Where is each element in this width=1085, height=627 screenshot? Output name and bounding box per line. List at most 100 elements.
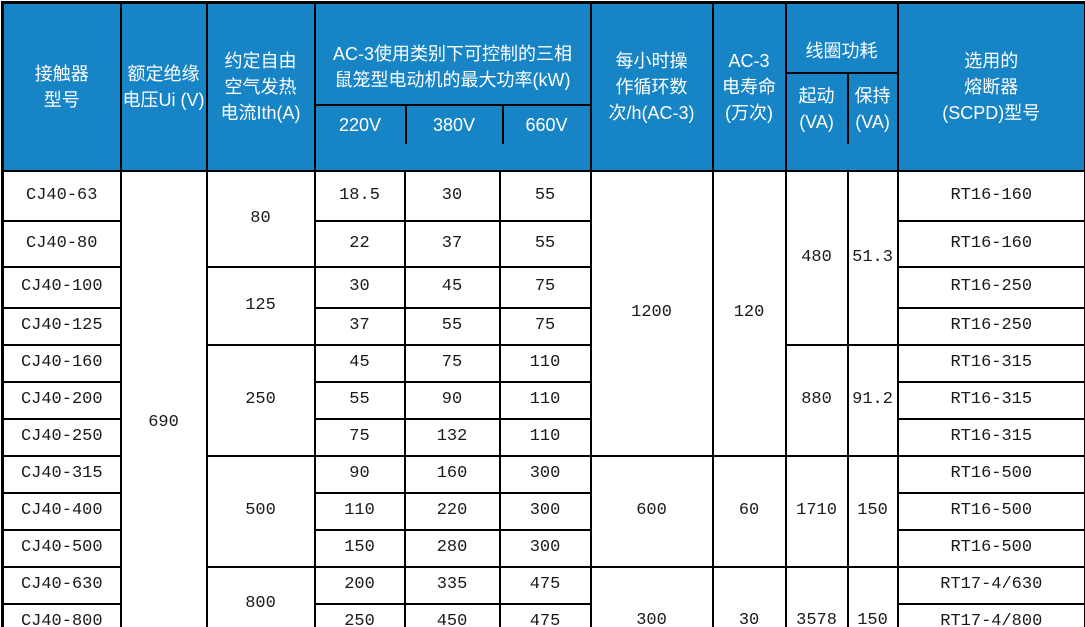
ith-cell: 800	[205, 566, 316, 627]
kw380-cell: 280	[403, 529, 501, 569]
table-body: CJ40-63 690 80 18.5 30 55 1200 120 480 5…	[1, 170, 1085, 627]
table-row: CJ40-315 500 90 160 300 600 60 1710 150 …	[1, 455, 1085, 569]
coil-start-cell: 1710	[784, 455, 849, 569]
kw380-cell: 55	[403, 307, 501, 347]
header-insulation-voltage: 额定绝缘 电压Ui (V)	[119, 1, 208, 173]
model-cell: CJ40-125	[1, 307, 122, 347]
kw660-cell: 110	[498, 418, 592, 458]
kw660-cell: 475	[498, 566, 592, 606]
table-row: CJ40-100 125 30 45 75 RT16-250	[1, 266, 1085, 347]
kw660-cell: 110	[498, 381, 592, 421]
fuse-cell: RT16-160	[896, 170, 1085, 223]
kw660-cell: 300	[498, 529, 592, 569]
kw220-cell: 45	[313, 344, 406, 384]
kw220-cell: 37	[313, 307, 406, 347]
kw660-cell: 300	[498, 492, 592, 532]
kw380-cell: 30	[403, 170, 501, 223]
kw380-cell: 90	[403, 381, 501, 421]
model-cell: CJ40-315	[1, 455, 122, 495]
table-row: CJ40-400 110 220 300 RT16-500	[1, 492, 1085, 532]
ith-cell: 80	[205, 170, 316, 269]
fuse-cell: RT16-500	[896, 529, 1085, 569]
coil-hold-cell: 91.2	[846, 344, 899, 458]
power-group-box: AC-3使用类别下可控制的三相 鼠笼型电动机的最大功率(kW) 220V 380…	[316, 30, 589, 145]
kw220-cell: 150	[313, 529, 406, 569]
kw220-cell: 18.5	[313, 170, 406, 223]
header-coil-group: 线圈功耗 起动 (VA) 保持 (VA)	[784, 1, 899, 173]
model-cell: CJ40-160	[1, 344, 122, 384]
life-cell: 30	[711, 566, 787, 627]
kw660-cell: 75	[498, 266, 592, 310]
kw380-cell: 160	[403, 455, 501, 495]
header-row: 接触器 型号 额定绝缘 电压Ui (V) 约定自由 空气发热 电流Ith(A) …	[1, 1, 1085, 173]
kw660-cell: 475	[498, 603, 592, 627]
fuse-cell: RT16-315	[896, 418, 1085, 458]
model-cell: CJ40-800	[1, 603, 122, 627]
table-row: CJ40-200 55 90 110 RT16-315	[1, 381, 1085, 421]
coil-hold-cell: 51.3	[846, 170, 899, 347]
ops-cell: 1200	[589, 170, 714, 458]
fuse-cell: RT17-4/630	[896, 566, 1085, 606]
fuse-cell: RT16-315	[896, 344, 1085, 384]
kw380-cell: 450	[403, 603, 501, 627]
table-row: CJ40-500 150 280 300 RT16-500	[1, 529, 1085, 569]
header-thermal-current: 约定自由 空气发热 电流Ith(A)	[205, 1, 316, 173]
kw660-cell: 75	[498, 307, 592, 347]
kw660-cell: 55	[498, 170, 592, 223]
kw380-cell: 132	[403, 418, 501, 458]
fuse-cell: RT16-500	[896, 492, 1085, 532]
header-ops-per-hour: 每小时操 作循环数 次/h(AC-3)	[589, 1, 714, 173]
kw660-cell: 55	[498, 220, 592, 269]
kw380-cell: 45	[403, 266, 501, 310]
kw220-cell: 75	[313, 418, 406, 458]
model-cell: CJ40-200	[1, 381, 122, 421]
kw380-cell: 220	[403, 492, 501, 532]
life-cell: 60	[711, 455, 787, 569]
kw220-cell: 30	[313, 266, 406, 310]
fuse-cell: RT16-250	[896, 266, 1085, 310]
header-coil-title: 线圈功耗	[787, 30, 896, 75]
kw220-cell: 200	[313, 566, 406, 606]
kw220-cell: 55	[313, 381, 406, 421]
header-model: 接触器 型号	[1, 1, 122, 173]
model-cell: CJ40-80	[1, 220, 122, 269]
model-cell: CJ40-500	[1, 529, 122, 569]
header-power-220: 220V	[338, 115, 382, 136]
header-power-title: AC-3使用类别下可控制的三相 鼠笼型电动机的最大功率(kW)	[316, 30, 589, 107]
ith-cell: 500	[205, 455, 316, 569]
table-row: CJ40-250 75 132 110 RT16-315	[1, 418, 1085, 458]
coil-start-cell: 880	[784, 344, 849, 458]
table-row: CJ40-80 22 37 55 RT16-160	[1, 220, 1085, 269]
coil-hold-cell: 150	[846, 455, 899, 569]
kw660-cell: 110	[498, 344, 592, 384]
header-fuse: 选用的 熔断器 (SCPD)型号	[896, 1, 1085, 173]
model-cell: CJ40-400	[1, 492, 122, 532]
power-subheader-row: 220V 380V 660V	[317, 106, 589, 145]
kw220-cell: 250	[313, 603, 406, 627]
coil-start-cell: 480	[784, 170, 849, 347]
header-power-380: 380V	[404, 106, 502, 145]
fuse-cell: RT17-4/800	[896, 603, 1085, 627]
kw220-cell: 90	[313, 455, 406, 495]
model-cell: CJ40-100	[1, 266, 122, 310]
model-cell: CJ40-630	[1, 566, 122, 606]
ops-cell: 600	[589, 455, 714, 569]
fuse-cell: RT16-500	[896, 455, 1085, 495]
coil-hold-cell: 150	[846, 566, 899, 627]
header-coil-start: 起动 (VA)	[798, 86, 835, 133]
kw220-cell: 110	[313, 492, 406, 532]
table-row: CJ40-63 690 80 18.5 30 55 1200 120 480 5…	[1, 170, 1085, 627]
fuse-cell: RT16-315	[896, 381, 1085, 421]
header-coil-hold: 保持 (VA)	[846, 74, 896, 145]
kw220-cell: 22	[313, 220, 406, 269]
header-power-660: 660V	[501, 106, 589, 145]
ith-cell: 250	[205, 344, 316, 458]
table-row: CJ40-160 250 45 75 110 880 91.2 RT16-315	[1, 344, 1085, 458]
table-header: 接触器 型号 额定绝缘 电压Ui (V) 约定自由 空气发热 电流Ith(A) …	[1, 1, 1085, 173]
ops-cell: 300	[589, 566, 714, 627]
table-row: CJ40-125 37 55 75 RT16-250	[1, 307, 1085, 347]
model-cell: CJ40-250	[1, 418, 122, 458]
ith-cell: 125	[205, 266, 316, 347]
